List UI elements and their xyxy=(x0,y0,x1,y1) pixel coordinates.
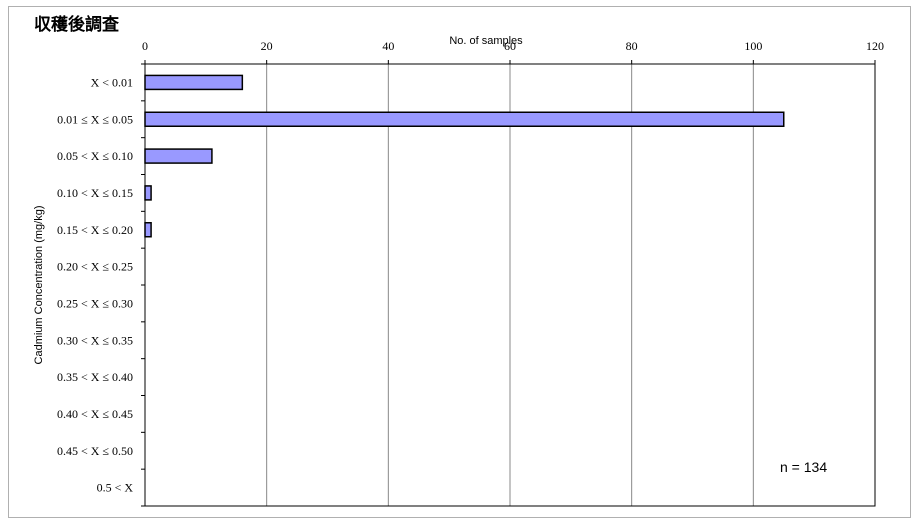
y-tick-label: 0.45 < X ≤ 0.50 xyxy=(57,444,133,458)
y-axis-ticks: X < 0.01 0.01 ≤ X ≤ 0.05 0.05 < X ≤ 0.10 0.… xyxy=(57,63,145,507)
x-tick-label: 80 xyxy=(626,39,638,53)
x-axis-title: No. of samples xyxy=(449,35,523,47)
x-tick-label: 100 xyxy=(744,39,762,53)
x-tick-label: 120 xyxy=(866,39,884,53)
x-axis-ticks: 0 20 40 60 80 100 120 xyxy=(142,39,884,64)
y-tick-label: 0.01 ≤ X ≤ 0.05 xyxy=(57,112,133,126)
plot-area xyxy=(144,63,876,507)
bar xyxy=(144,185,152,201)
y-tick-label: 0.35 < X ≤ 0.40 xyxy=(57,370,133,384)
bar xyxy=(144,222,152,238)
y-tick-label: X < 0.01 xyxy=(91,75,133,89)
y-tick-label: 0.10 < X ≤ 0.15 xyxy=(57,186,133,200)
bars xyxy=(144,74,785,238)
page-title: 収穫後調査 xyxy=(34,15,119,35)
y-tick-label: 0.40 < X ≤ 0.45 xyxy=(57,407,133,421)
sample-count-annotation: n = 134 xyxy=(780,459,827,475)
x-tick-label: 60 xyxy=(504,39,516,53)
x-tick-label: 40 xyxy=(382,39,394,53)
bar xyxy=(144,74,244,91)
bar xyxy=(144,111,785,127)
y-tick-label: 0.30 < X ≤ 0.35 xyxy=(57,333,133,347)
y-tick-label: 0.05 < X ≤ 0.10 xyxy=(57,149,133,163)
bar xyxy=(144,148,213,164)
y-tick-label: 0.20 < X ≤ 0.25 xyxy=(57,260,133,274)
gridlines xyxy=(266,64,754,506)
y-axis-title: Cadmium Concentration (mg/kg) xyxy=(33,206,45,365)
chart-frame xyxy=(8,6,911,518)
y-tick-label: 0.25 < X ≤ 0.30 xyxy=(57,296,133,310)
y-tick-label: 0.15 < X ≤ 0.20 xyxy=(57,223,133,237)
x-tick-label: 20 xyxy=(261,39,273,53)
y-tick-label: 0.5 < X xyxy=(97,481,134,495)
x-tick-label: 0 xyxy=(142,39,148,53)
